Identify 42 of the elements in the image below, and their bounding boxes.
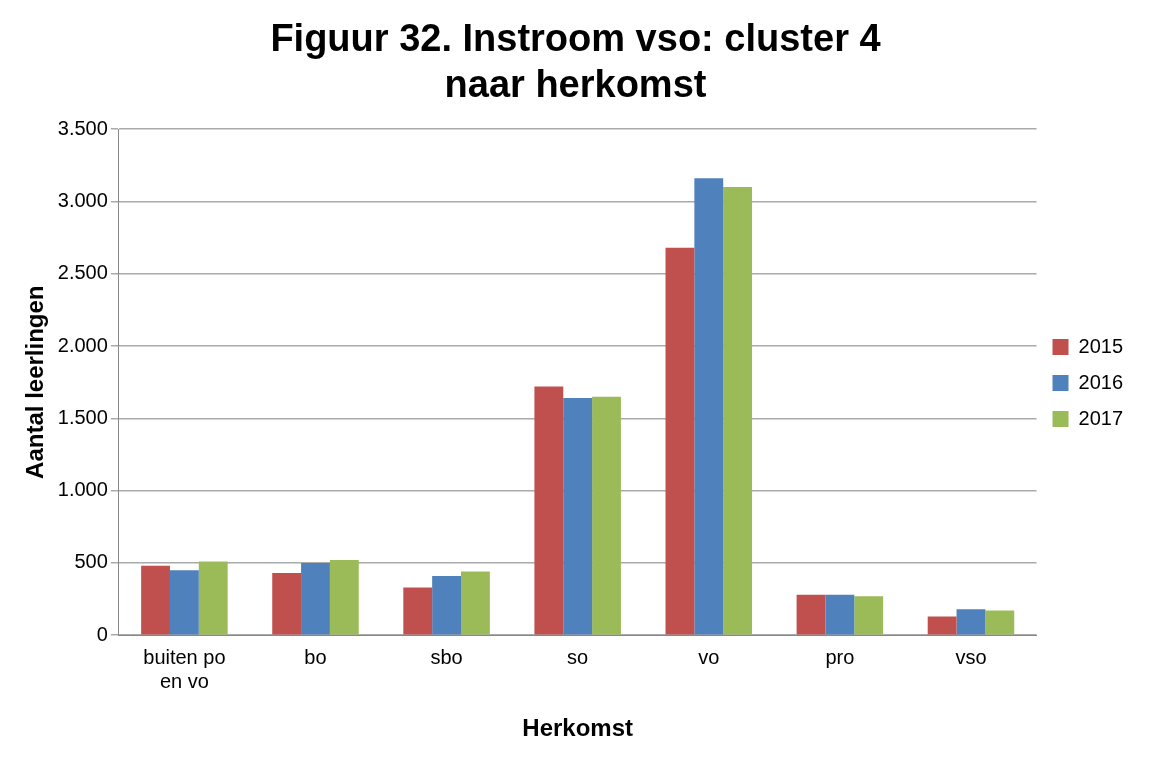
y-tick-label: 0 (96, 622, 108, 645)
x-tick-label: so (567, 645, 589, 668)
bar (985, 610, 1015, 635)
bar (329, 560, 359, 635)
bar (198, 561, 228, 635)
bar (694, 178, 724, 635)
legend-label: 2017 (1078, 406, 1124, 429)
x-axis-title: Herkomst (522, 714, 634, 742)
bar (563, 398, 593, 635)
y-tick-label: 2.500 (57, 261, 108, 284)
y-axis-title: Aantal leerlingen (21, 285, 49, 479)
y-tick-label: 1.500 (57, 405, 108, 428)
bar (272, 573, 302, 635)
bar (927, 616, 957, 635)
bar (956, 609, 986, 635)
y-tick-label: 2.000 (57, 333, 108, 356)
y-tick-label: 500 (74, 550, 108, 573)
x-tick-label: vso (955, 645, 987, 668)
bar (534, 386, 564, 635)
x-tick-label: sbo (430, 645, 463, 668)
bar (723, 187, 753, 635)
chart-title: Figuur 32. Instroom vso: cluster 4 naar herkomst (270, 17, 881, 105)
x-tick-label: vo (698, 645, 720, 668)
x-tick-label: bo (304, 645, 327, 668)
bar (141, 565, 170, 635)
y-tick-label: 3.000 (57, 189, 108, 211)
legend-label: 2015 (1078, 334, 1124, 357)
bar (796, 594, 826, 635)
bar (432, 575, 462, 635)
bar (301, 562, 330, 635)
bar (665, 247, 695, 635)
x-tick-label: buiten po en vo (143, 645, 226, 692)
y-tick-label: 3.500 (57, 116, 108, 139)
y-tick-label: 1.000 (57, 478, 108, 501)
bar (169, 570, 199, 635)
bar (825, 594, 855, 635)
bar (461, 571, 490, 635)
x-tick-label: pro (825, 645, 855, 668)
bar (592, 396, 621, 635)
legend-label: 2016 (1078, 370, 1124, 393)
bar (403, 587, 433, 635)
bar (854, 596, 884, 635)
